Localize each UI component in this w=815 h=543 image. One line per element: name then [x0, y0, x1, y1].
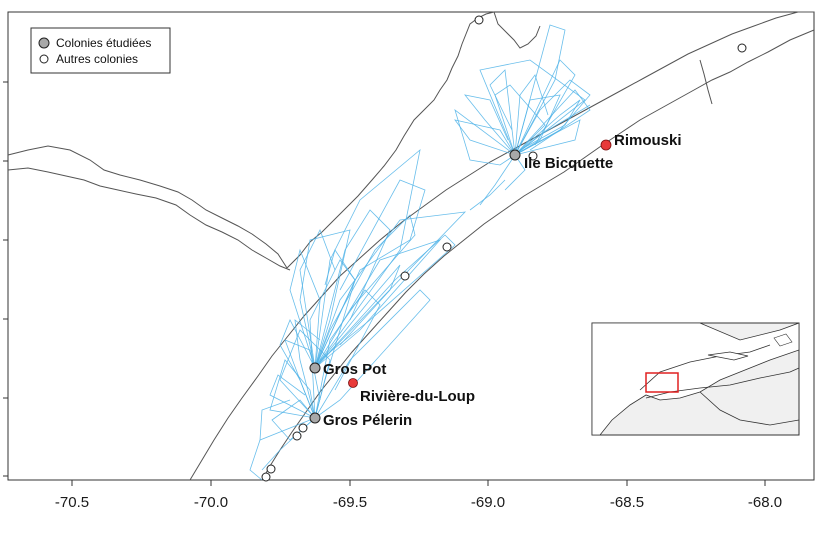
- legend: Colonies étudiées Autres colonies: [30, 27, 171, 74]
- x-tick-label: -68.0: [748, 494, 782, 511]
- colony-studied-bicquette: [509, 149, 521, 161]
- colony-open: [400, 271, 410, 281]
- city-riviere-marker: [348, 378, 358, 388]
- top-right-inlet: [699, 59, 713, 105]
- studied-colonies: [309, 149, 521, 424]
- x-tick-label: -70.5: [55, 494, 89, 511]
- y-axis-ticks: [3, 81, 8, 477]
- inset-study-area: [645, 372, 679, 393]
- colony-open: [528, 151, 538, 161]
- north-inlet: [493, 11, 541, 49]
- colony-open: [442, 242, 452, 252]
- inset-coast-1: [639, 344, 771, 391]
- north-river: [7, 145, 288, 269]
- label-bicquette: Ile Bicquette: [524, 155, 613, 172]
- north-shore-coast: [286, 11, 495, 269]
- inset-land: [591, 322, 800, 436]
- colony-open: [292, 431, 302, 441]
- inset-island: [707, 351, 749, 361]
- north-river-bank: [7, 167, 291, 271]
- inset-lake: [773, 333, 793, 347]
- colony-open: [266, 464, 276, 474]
- inset-coast-3: [699, 391, 800, 426]
- legend-label-other: Autres colonies: [56, 52, 138, 66]
- legend-box: [30, 27, 171, 74]
- x-tick-label: -68.5: [610, 494, 644, 511]
- colony-open: [474, 15, 484, 25]
- colony-studied-grospelerin: [309, 412, 321, 424]
- inset-map: [591, 322, 800, 436]
- south-shore-coast: [189, 11, 814, 481]
- legend-marker-other: [39, 54, 49, 64]
- x-tick-label: -69.5: [333, 494, 367, 511]
- cities: [348, 139, 612, 388]
- colony-open: [298, 423, 308, 433]
- x-tick-label: -70.0: [194, 494, 228, 511]
- label-grospelerin: Gros Pélerin: [323, 412, 412, 429]
- foraging-tracks: [249, 24, 591, 481]
- colony-open: [737, 43, 747, 53]
- legend-marker-studied: [38, 37, 50, 49]
- colony-studied-grospot: [309, 362, 321, 374]
- x-axis: [71, 480, 766, 486]
- other-colonies: [261, 15, 747, 482]
- label-riviere: Rivière-du-Loup: [360, 388, 475, 405]
- label-grospot: Gros Pot: [323, 361, 386, 378]
- x-tick-label: -69.0: [471, 494, 505, 511]
- colony-open: [261, 472, 271, 482]
- label-rimouski: Rimouski: [614, 132, 682, 149]
- legend-label-studied: Colonies étudiées: [56, 36, 151, 50]
- city-rimouski-marker: [600, 139, 612, 151]
